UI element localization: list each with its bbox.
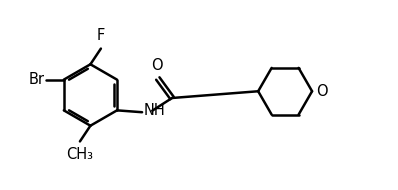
- Text: NH: NH: [144, 103, 166, 118]
- Text: Br: Br: [28, 72, 44, 87]
- Text: CH₃: CH₃: [66, 147, 94, 162]
- Text: F: F: [97, 28, 105, 43]
- Text: O: O: [316, 84, 328, 99]
- Text: O: O: [151, 58, 163, 73]
